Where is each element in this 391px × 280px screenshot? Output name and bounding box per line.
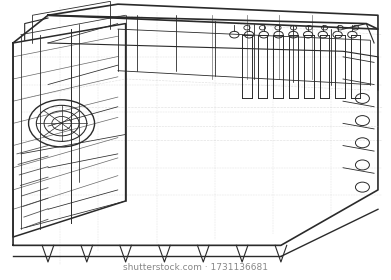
- Text: shutterstock.com · 1731136681: shutterstock.com · 1731136681: [123, 263, 268, 272]
